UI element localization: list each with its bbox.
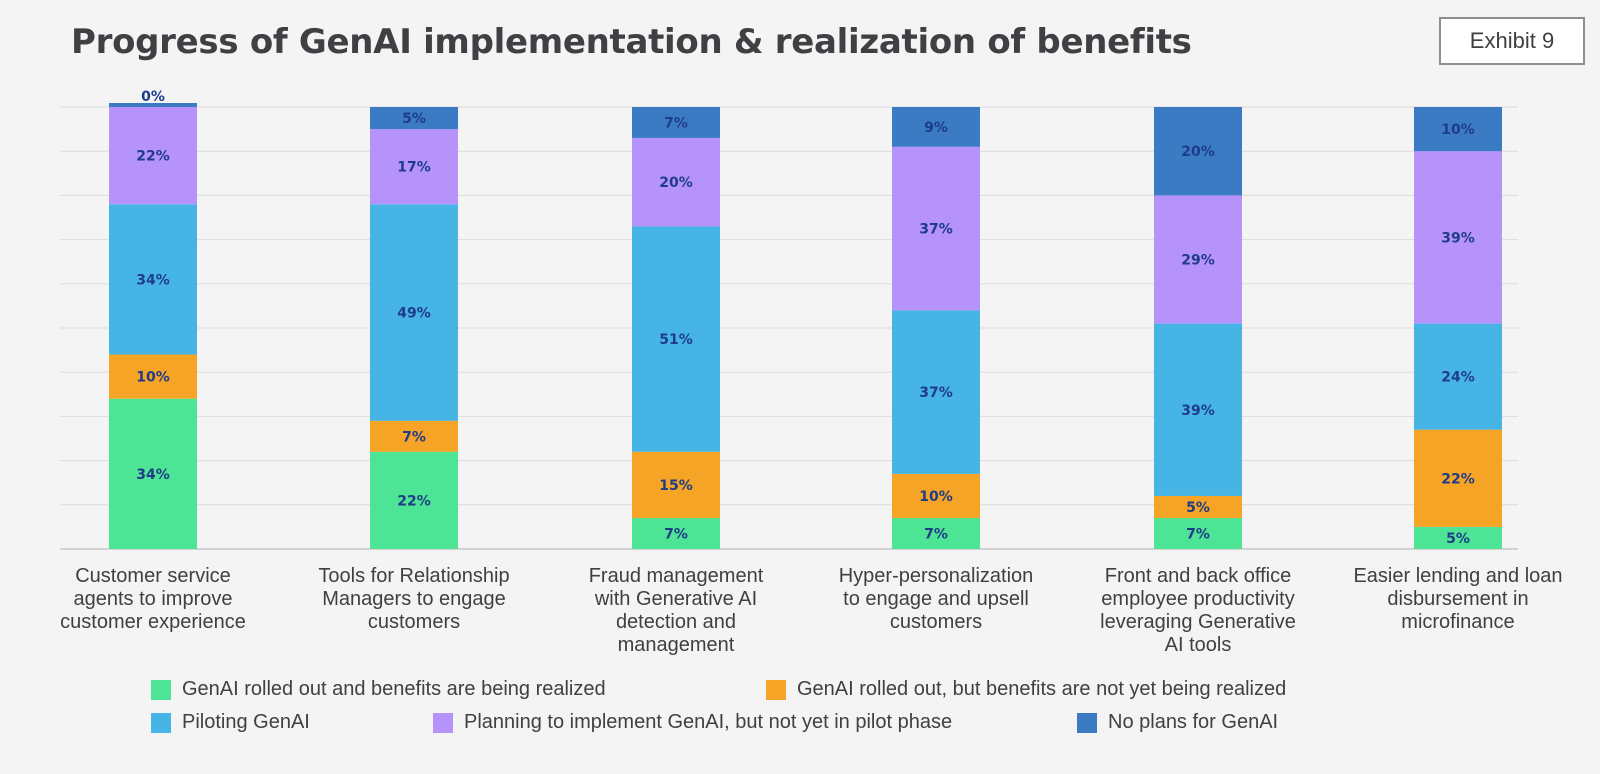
- data-label: 22%: [136, 149, 170, 165]
- bar-segment: [370, 129, 458, 205]
- bar-segment: [109, 398, 197, 549]
- data-label: 7%: [664, 115, 688, 131]
- data-label: 22%: [397, 493, 431, 509]
- data-label: 5%: [1446, 531, 1470, 547]
- category-label: Tools for Relationship Managers to engage…: [318, 565, 509, 633]
- bar-segment: [109, 204, 197, 355]
- data-label: 15%: [659, 478, 693, 494]
- bar-segment: [1154, 323, 1242, 496]
- bar-segment: [892, 107, 980, 147]
- bar-segment: [1154, 495, 1242, 519]
- bar-segment: [1414, 323, 1502, 430]
- data-label: 17%: [397, 160, 431, 176]
- data-label: 34%: [136, 272, 170, 288]
- bar-segment: [1414, 429, 1502, 527]
- data-label: 5%: [402, 111, 426, 127]
- grid-lines: [60, 106, 1518, 550]
- data-labels: 34% 10% 34% 22% 0% 22% 7% 49% 17% 5% 7% 15% 51% 20% 7%…: [136, 89, 1475, 547]
- data-label: 37%: [919, 222, 953, 238]
- bar-segment: [632, 107, 720, 138]
- bar-segment: [892, 473, 980, 519]
- data-label: 39%: [1441, 230, 1475, 246]
- bar-segment: [892, 146, 980, 311]
- data-label: 22%: [1441, 471, 1475, 487]
- bar-segment: [370, 107, 458, 130]
- bar-segment: [1154, 107, 1242, 196]
- data-label: 51%: [659, 332, 693, 348]
- data-label: 5%: [1186, 500, 1210, 516]
- category-label: Fraud management with Generative AI detect…: [589, 565, 764, 656]
- bar-segment: [1414, 526, 1502, 549]
- bar-segment: [632, 137, 720, 227]
- bar-segment: [1414, 151, 1502, 324]
- data-label: 10%: [1441, 122, 1475, 138]
- bar-segment: [1414, 107, 1502, 152]
- bar-segment: [632, 226, 720, 452]
- data-label: 7%: [402, 429, 426, 445]
- bar-segment: [632, 518, 720, 549]
- page-title: Progress of GenAI implementation & reali…: [71, 22, 1192, 62]
- bar-segment: [109, 107, 197, 205]
- data-label: 20%: [1181, 144, 1215, 160]
- data-label: 10%: [919, 489, 953, 505]
- category-label: Easier lending and loan disbursement in mi…: [1353, 565, 1562, 633]
- data-label: 34%: [136, 467, 170, 483]
- category-label: Front and back office employee productivi…: [1100, 565, 1296, 656]
- bar-segment: [632, 451, 720, 519]
- bar-segment: [1154, 518, 1242, 549]
- data-label: 49%: [397, 306, 431, 322]
- data-label: 0%: [141, 89, 165, 105]
- data-label: 9%: [924, 120, 948, 136]
- data-label: 24%: [1441, 370, 1475, 386]
- bar-segment: [370, 204, 458, 421]
- data-label: 7%: [1186, 527, 1210, 543]
- bar-segment: [109, 103, 197, 107]
- category-label: Customer service agents to improve custome…: [60, 565, 246, 633]
- bar-segment: [109, 354, 197, 399]
- category-label: Hyper-personalization to engage and upsel…: [839, 565, 1034, 633]
- data-label: 7%: [664, 527, 688, 543]
- bar-segment: [370, 451, 458, 549]
- bars: [109, 103, 1502, 549]
- data-label: 7%: [924, 527, 948, 543]
- data-label: 10%: [136, 370, 170, 386]
- category-labels: Customer service agents to improve custome…: [60, 565, 1562, 656]
- bar-segment: [892, 310, 980, 474]
- data-label: 37%: [919, 385, 953, 401]
- data-label: 20%: [659, 175, 693, 191]
- exhibit-badge: Exhibit 9: [1439, 17, 1585, 65]
- bar-segment: [370, 420, 458, 452]
- data-label: 39%: [1181, 403, 1215, 419]
- bar-segment: [892, 518, 980, 549]
- bar-segment: [1154, 195, 1242, 324]
- data-label: 29%: [1181, 252, 1215, 268]
